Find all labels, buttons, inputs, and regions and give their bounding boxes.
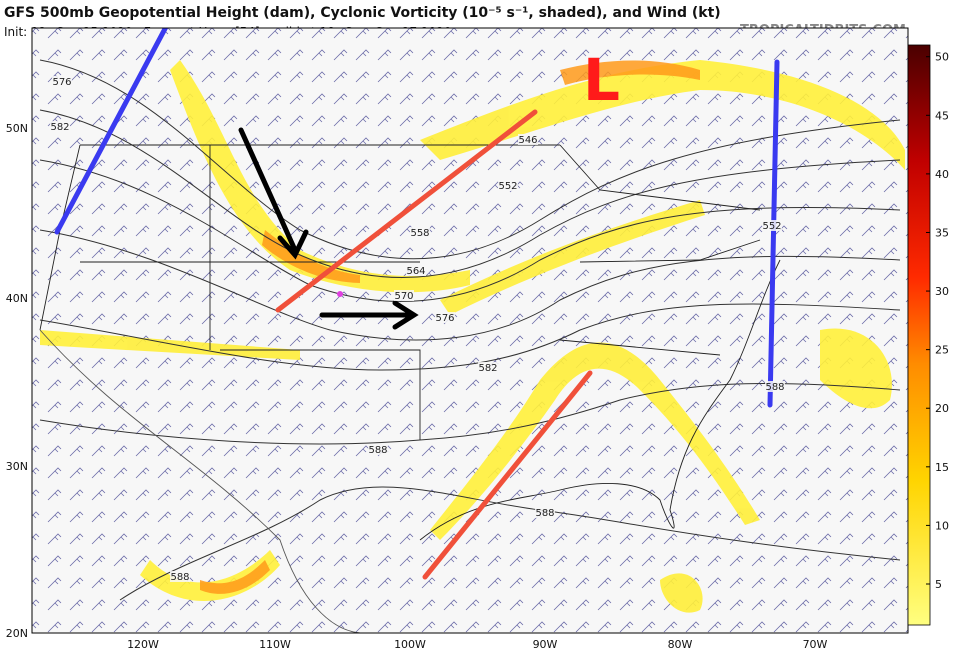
contour-label: 552 bbox=[762, 221, 781, 232]
contour-label: 588 bbox=[170, 572, 189, 583]
contour-label-bg bbox=[50, 121, 70, 132]
colorbar-label: 10 bbox=[935, 519, 949, 532]
lat-label: 50N bbox=[6, 122, 28, 135]
colorbar-label: 5 bbox=[935, 578, 942, 591]
contour-label-bg bbox=[435, 312, 455, 323]
contour-label-bg bbox=[762, 220, 782, 231]
contour-label: 582 bbox=[478, 363, 497, 374]
contour-label-bg bbox=[410, 227, 430, 238]
contour-label: 588 bbox=[535, 508, 554, 519]
contour-label-bg bbox=[394, 290, 414, 301]
colorbar-label: 35 bbox=[935, 226, 949, 239]
contour-label-bg bbox=[765, 381, 785, 392]
contour-label-bg bbox=[535, 507, 555, 518]
low-marker: L bbox=[583, 46, 620, 114]
colorbar bbox=[907, 44, 931, 626]
contour-label: 576 bbox=[435, 313, 454, 324]
contour-label: 588 bbox=[368, 445, 387, 456]
contour-label-bg bbox=[518, 134, 538, 145]
contour-label-bg bbox=[498, 180, 518, 191]
lon-label: 70W bbox=[803, 638, 828, 651]
contour-label: 582 bbox=[50, 122, 69, 133]
colorbar-label: 20 bbox=[935, 402, 949, 415]
title: GFS 500mb Geopotential Height (dam), Cyc… bbox=[4, 5, 721, 21]
contour-label: 558 bbox=[410, 228, 429, 239]
lon-label: 120W bbox=[127, 638, 159, 651]
lat-label: 40N bbox=[6, 292, 28, 305]
contour-label: 570 bbox=[394, 291, 413, 302]
contour-label: 546 bbox=[518, 135, 537, 146]
contour-label: 552 bbox=[498, 181, 517, 192]
contour-label-bg bbox=[170, 571, 190, 582]
annotations bbox=[54, 28, 780, 580]
lat-label: 20N bbox=[6, 627, 28, 640]
vorticity-strong bbox=[200, 60, 700, 594]
colorbar-label: 50 bbox=[935, 51, 949, 64]
lat-label: 30N bbox=[6, 460, 28, 473]
contour-label-bg bbox=[406, 265, 426, 276]
colorbar-label: 25 bbox=[935, 344, 949, 357]
colorbar-label: 15 bbox=[935, 461, 949, 474]
map: L bbox=[32, 28, 908, 633]
colorbar-label: 40 bbox=[935, 168, 949, 181]
contour-label-bg bbox=[52, 76, 72, 87]
lon-label: 90W bbox=[533, 638, 558, 651]
lon-label: 100W bbox=[394, 638, 426, 651]
contour-label: 588 bbox=[765, 382, 784, 393]
colorbar-label: 30 bbox=[935, 285, 949, 298]
height-contours bbox=[39, 59, 901, 601]
contour-label: 564 bbox=[406, 266, 425, 277]
contour-label-bg bbox=[478, 362, 498, 373]
contour-label-bg bbox=[368, 444, 388, 455]
contour-label: 576 bbox=[52, 77, 71, 88]
colorbar-label: 45 bbox=[935, 109, 949, 122]
lon-label: 110W bbox=[259, 638, 291, 651]
lon-label: 80W bbox=[668, 638, 693, 651]
